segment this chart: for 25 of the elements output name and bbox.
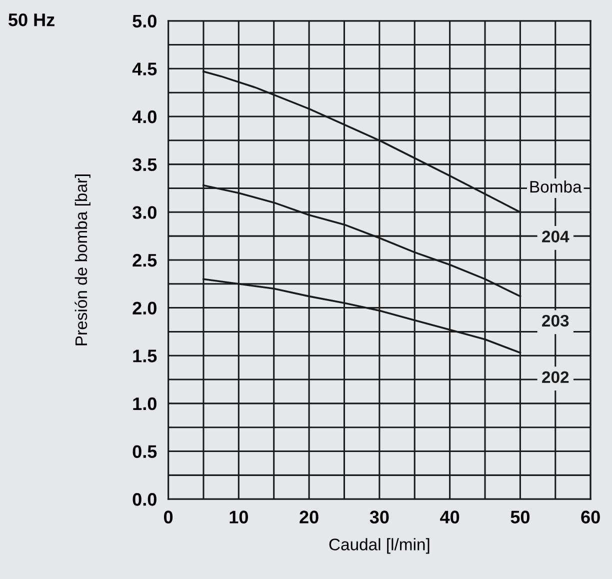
y-tick-label: 2.5 [132, 254, 157, 267]
legend-title: Bomba [530, 180, 582, 193]
text: 50 Hz [8, 13, 54, 26]
x-tick-label: 60 [581, 510, 600, 524]
x-tick-label: 50 [510, 510, 530, 524]
y-tick-label: 3.0 [132, 206, 156, 219]
y-tick-label: 4.0 [132, 110, 156, 124]
x-tick-label: 20 [300, 510, 318, 524]
y-tick-label: 2.0 [132, 302, 156, 315]
y-tick-label: 1.0 [133, 397, 156, 410]
x-tick-label: 30 [370, 510, 389, 524]
series-label: 202 [542, 371, 569, 384]
x-tick-label: 0 [164, 510, 173, 524]
x-tick-label: 40 [440, 510, 460, 524]
x-axis-title: Caudal [l/min] [329, 538, 430, 554]
y-tick-label: 0.0 [132, 493, 156, 506]
series-label: 204 [542, 230, 570, 242]
y-tick-label: 0.5 [132, 445, 157, 458]
series-label: 203 [542, 314, 569, 327]
y-tick-label: 1.5 [133, 350, 157, 362]
y-tick-label: 3.5 [132, 158, 157, 172]
y-axis-title: Presión de bomba [bar] [74, 174, 90, 346]
x-tick-label: 10 [230, 510, 248, 524]
y-tick-label: 4.5 [132, 62, 157, 76]
y-tick-label: 5.0 [132, 14, 156, 28]
